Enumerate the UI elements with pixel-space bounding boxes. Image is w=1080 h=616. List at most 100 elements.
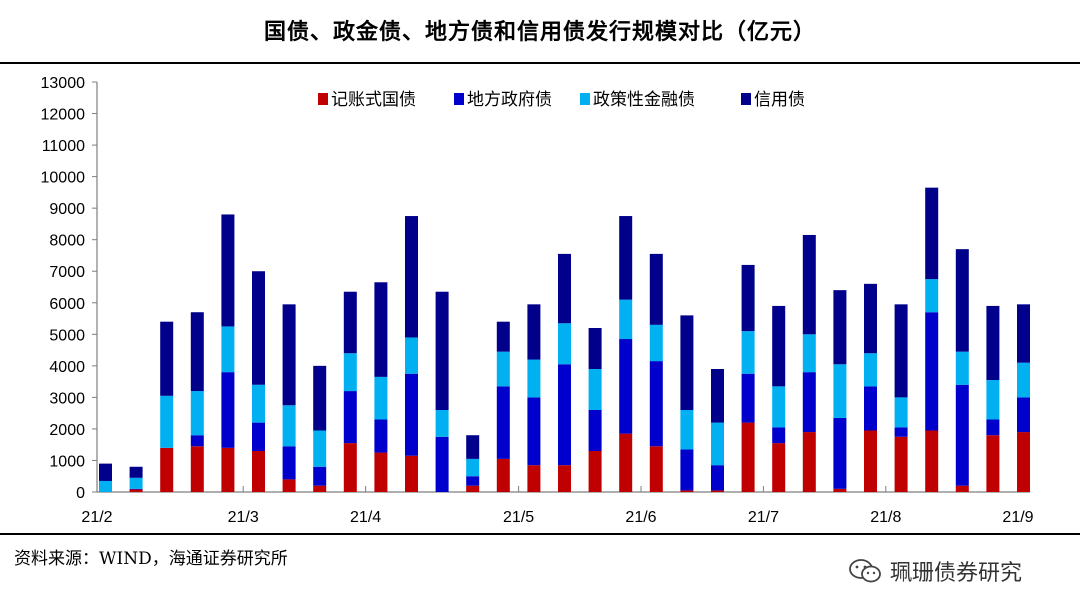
x-tick-label: 21/2	[81, 509, 112, 526]
bar-segment-1	[221, 447, 235, 492]
bar-segment-1	[466, 485, 480, 492]
title-bar: 国债、政金债、地方债和信用债发行规模对比（亿元）	[0, 0, 1080, 62]
bar-segment-4	[680, 315, 694, 410]
bar-segment-1	[252, 451, 265, 492]
bar-segment-4	[160, 321, 174, 396]
bar-segment-3	[741, 331, 755, 374]
bar-segment-2	[1017, 397, 1030, 433]
bar-segment-2	[558, 364, 571, 466]
bar-segment-3	[374, 376, 388, 420]
bar-segment-2	[925, 312, 939, 431]
bar-segment-3	[864, 353, 877, 387]
bar-segment-4	[741, 264, 755, 332]
bar-segment-1	[649, 446, 663, 492]
bar-segment-4	[466, 435, 480, 459]
bar-segment-2	[894, 427, 908, 437]
bar-segment-3	[527, 359, 541, 398]
bar-segment-3	[711, 422, 724, 466]
legend-swatch	[580, 93, 590, 105]
bar-segment-3	[588, 369, 602, 410]
bar-segment-2	[466, 476, 480, 486]
bar-segment-3	[313, 430, 327, 467]
legend-label: 记账式国债	[331, 90, 416, 110]
bar-segment-3	[221, 326, 235, 373]
legend-label: 地方政府债	[467, 90, 552, 110]
bar-segment-4	[864, 283, 877, 354]
bar-segment-4	[588, 328, 602, 369]
bar-segment-4	[343, 291, 357, 354]
bar-segment-2	[955, 384, 969, 486]
y-tick-label: 9000	[49, 201, 85, 218]
y-tick-label: 11000	[42, 138, 85, 155]
bar-segment-1	[343, 443, 357, 492]
bar-segment-1	[741, 422, 755, 492]
bar-segment-1	[619, 433, 633, 492]
bar-segment-4	[955, 249, 969, 352]
bar-segment-4	[1017, 304, 1030, 363]
x-tick-label: 21/6	[625, 509, 656, 526]
bar-segment-1	[190, 446, 204, 492]
y-tick-label: 13000	[41, 75, 86, 92]
y-tick-label: 7000	[49, 264, 85, 281]
bar-segment-1	[282, 479, 296, 492]
y-tick-label: 10000	[41, 170, 86, 187]
bar-segment-3	[190, 391, 204, 436]
bar-segment-1	[374, 452, 388, 492]
bar-segment-2	[986, 419, 1000, 436]
bar-segment-3	[925, 279, 939, 313]
legend-swatch	[741, 93, 751, 105]
bar-segment-4	[619, 216, 633, 300]
bar-segment-3	[282, 405, 296, 447]
bar-segment-3	[833, 364, 847, 418]
bar-segment-1	[955, 485, 969, 492]
bar-segment-4	[986, 305, 1000, 381]
bar-segment-3	[558, 323, 571, 365]
bar-segment-2	[619, 339, 633, 434]
bar-segment-3	[405, 337, 418, 374]
bar-segment-4	[435, 291, 449, 410]
x-tick-label: 21/3	[228, 509, 259, 526]
bar-segment-2	[221, 372, 235, 448]
top-rule	[0, 62, 1080, 64]
bar-segment-3	[160, 395, 174, 448]
bar-segment-3	[129, 477, 143, 489]
bar-segment-4	[711, 369, 724, 423]
bar-segment-2	[741, 373, 755, 423]
bar-segment-1	[772, 443, 786, 492]
bar-segment-3	[466, 458, 480, 477]
legend-swatch	[454, 93, 464, 105]
bar-segment-3	[435, 410, 449, 437]
bar-segment-2	[802, 372, 816, 433]
bar-segment-4	[313, 365, 327, 431]
y-tick-label: 4000	[49, 359, 85, 376]
wechat-icon	[849, 559, 881, 583]
y-tick-label: 0	[76, 485, 85, 502]
bar-segment-3	[894, 397, 908, 428]
bar-segment-2	[313, 466, 327, 486]
bar-segment-3	[1017, 362, 1030, 398]
bar-segment-2	[190, 435, 204, 447]
bar-segment-3	[99, 480, 112, 492]
bar-segment-2	[282, 446, 296, 480]
bar-segment-4	[772, 305, 786, 387]
bar-segment-3	[680, 410, 694, 450]
y-tick-label: 6000	[49, 296, 85, 313]
bar-segment-4	[282, 304, 296, 406]
bar-segment-1	[527, 465, 541, 492]
bar-segment-1	[833, 488, 847, 492]
y-tick-label: 8000	[49, 233, 85, 250]
bar-segment-1	[129, 489, 143, 492]
legend-label: 政策性金融债	[593, 90, 695, 110]
bar-segment-4	[527, 304, 541, 360]
x-tick-label: 21/7	[748, 509, 779, 526]
bar-segment-3	[649, 324, 663, 362]
bar-segment-4	[558, 253, 571, 324]
bar-segment-3	[496, 351, 510, 387]
bar-segment-3	[772, 386, 786, 428]
bar-segment-1	[405, 455, 418, 492]
stacked-bar-chart: 0 1000 2000 3000 4000 5000 6000 7000 8000 9000 100…	[41, 75, 1034, 526]
bar-segment-1	[1017, 432, 1030, 492]
bar-segment-2	[588, 410, 602, 451]
y-tick-label: 2000	[49, 422, 85, 439]
watermark: 珮珊债券研究	[848, 556, 1022, 586]
